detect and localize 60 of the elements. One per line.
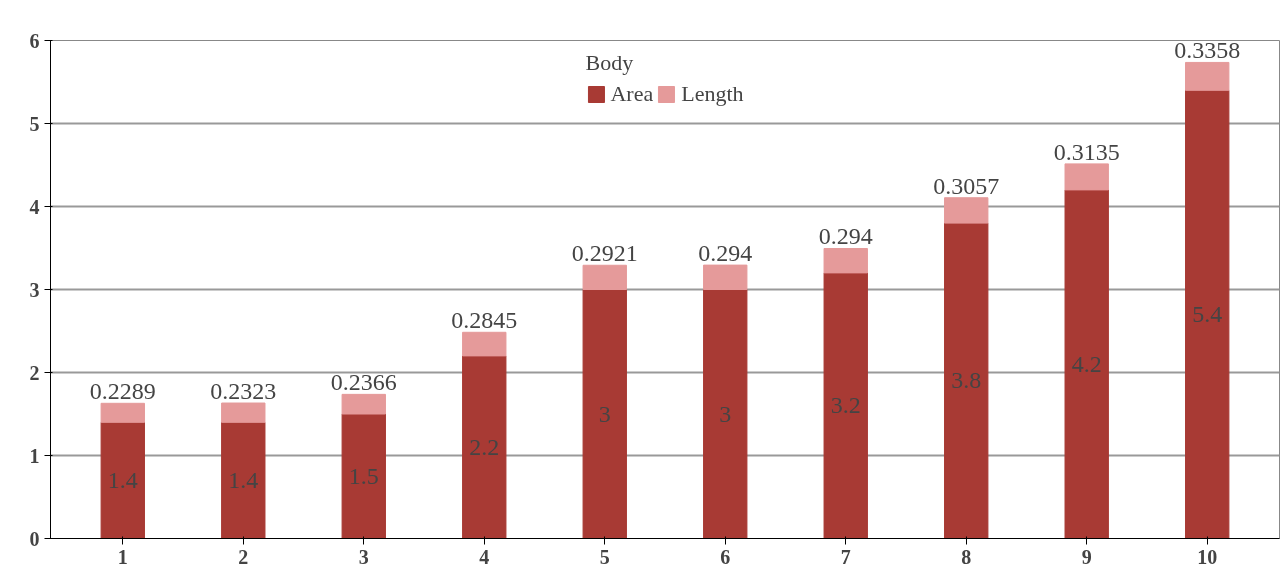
bar (582, 264, 627, 290)
bar (582, 289, 627, 539)
legend-label: Area (610, 81, 654, 107)
data-label: 0.3135 (1053, 138, 1120, 165)
bar (1185, 61, 1230, 91)
bar (703, 264, 748, 290)
bar (341, 413, 386, 539)
data-label: 3.2 (830, 392, 861, 419)
x-tick-label: 1 (117, 545, 128, 568)
x-tick-label: 8 (961, 545, 972, 568)
data-label: 3 (598, 400, 611, 427)
x-tick-label: 10 (1197, 545, 1218, 568)
y-tick-label: 4 (29, 195, 40, 218)
data-label: 0.2289 (89, 378, 156, 405)
data-label: 0.294 (698, 239, 753, 266)
x-tick-label: 4 (479, 545, 490, 568)
y-tick-label: 3 (29, 278, 40, 301)
legend-title: Body (585, 50, 635, 76)
data-label: 3.8 (951, 367, 982, 394)
y-tick-label: 2 (29, 361, 40, 384)
bar (462, 331, 507, 357)
data-label: 3 (719, 400, 732, 427)
bar (1064, 189, 1109, 539)
x-tick-label: 3 (358, 545, 369, 568)
bar (221, 402, 266, 423)
y-tick-label: 6 (29, 29, 40, 52)
bar (1064, 163, 1109, 191)
y-tick-label: 5 (29, 112, 40, 135)
x-tick-label: 9 (1081, 545, 1092, 568)
data-label: 0.294 (818, 223, 873, 250)
x-tick-label: 6 (720, 545, 731, 568)
data-label: 1.5 (348, 462, 379, 489)
bar (944, 197, 989, 224)
x-tick-label: 2 (238, 545, 249, 568)
data-label: 4.2 (1071, 350, 1102, 377)
data-label: 2.2 (469, 433, 500, 460)
bar (341, 393, 386, 415)
x-tick-label: 7 (840, 545, 851, 568)
data-label: 0.2323 (210, 377, 277, 404)
bar (944, 222, 989, 539)
data-label: 0.3057 (933, 172, 1000, 199)
y-tick-label: 1 (29, 444, 40, 467)
bar (1185, 89, 1230, 539)
y-tick-label: 0 (29, 527, 40, 550)
bar (462, 355, 507, 539)
data-label: 1.4 (228, 466, 259, 493)
x-tick-label: 5 (599, 545, 610, 568)
legend-label: Length (681, 81, 744, 107)
data-label: 1.4 (107, 466, 138, 493)
data-label: 0.2921 (571, 240, 638, 267)
data-label: 5.4 (1192, 300, 1223, 327)
bar (823, 248, 868, 274)
bar (100, 421, 145, 539)
data-label: 0.2366 (330, 369, 397, 396)
bar (221, 421, 266, 539)
data-label: 0.3358 (1174, 37, 1241, 64)
bar (703, 289, 748, 539)
bar (823, 272, 868, 539)
data-label: 0.2845 (451, 307, 518, 334)
bar (100, 402, 145, 423)
